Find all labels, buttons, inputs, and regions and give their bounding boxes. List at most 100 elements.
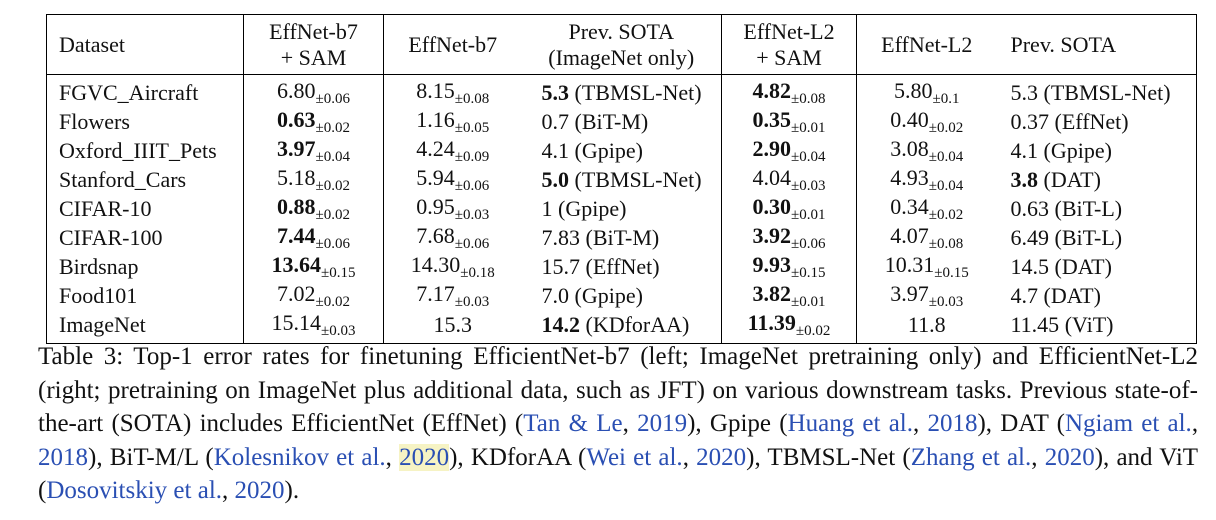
cell-effnet-l2: 4.93±0.04 <box>857 165 997 194</box>
header-text: + SAM <box>280 44 347 70</box>
cell-dataset: Food101 <box>46 281 244 310</box>
std-dev: ±0.01 <box>791 120 826 136</box>
cell-prev-sota-imagenet: 14.2 (KDforAA) <box>521 310 722 344</box>
table-body: FGVC_Aircraft 6.80±0.06 8.15±0.08 5.3 (TBMS… <box>46 74 1197 344</box>
cell-effnet-b7-sam: 0.88±0.02 <box>243 194 384 223</box>
error-value: 6.80 <box>277 78 316 103</box>
citation-link[interactable]: 2020 <box>696 443 747 471</box>
citation-link[interactable]: 2018 <box>38 443 88 471</box>
cell-prev-sota-imagenet: 4.1 (Gpipe) <box>521 136 722 165</box>
cell-effnet-b7: 4.24±0.09 <box>384 136 522 165</box>
cell-prev-sota: 0.37 (EffNet) <box>996 107 1197 136</box>
error-value: 7.0 <box>541 282 570 308</box>
table-row: Flowers 0.63±0.02 1.16±0.05 0.7 (BiT-M) 0.35… <box>46 107 1197 136</box>
sota-method: (DAT) <box>1049 253 1112 279</box>
citation-link[interactable]: 2020 <box>1044 443 1095 471</box>
sota-method: (EffNet) <box>580 253 660 279</box>
sota-method: (DAT) <box>1038 282 1101 308</box>
citation-link[interactable]: Tan & Le <box>523 410 623 437</box>
std-dev: ±0.02 <box>928 207 964 223</box>
cell-prev-sota: 6.49 (BiT-L) <box>996 223 1197 252</box>
caption-text: , <box>385 443 400 471</box>
error-value: 5.3 <box>541 79 570 105</box>
citation-link[interactable]: Wei et al. <box>586 443 683 471</box>
std-dev: ±0.1 <box>932 91 960 107</box>
error-value: 5.94 <box>416 165 455 190</box>
citation-link[interactable]: Kolesnikov et al. <box>213 443 386 471</box>
error-value: 3.97 <box>277 136 316 161</box>
citation-link[interactable]: 2020 <box>234 477 285 504</box>
error-value: 11.39 <box>747 310 796 335</box>
cell-effnet-l2-sam: 3.82±0.01 <box>721 281 857 310</box>
error-value: 13.64 <box>271 252 322 277</box>
cell-effnet-l2-sam: 9.93±0.15 <box>721 252 857 281</box>
std-dev: ±0.01 <box>791 207 826 223</box>
caption-text: ), TBMSL-Net ( <box>746 443 911 471</box>
error-value: 15.14 <box>271 310 322 335</box>
table-caption: Table 3: Top-1 error rates for finetunin… <box>38 340 1198 508</box>
citation-link[interactable]: 2020 <box>399 443 450 471</box>
caption-text: , <box>222 477 235 504</box>
header-prev-sota-imagenet: Prev. SOTA (ImageNet only) <box>521 14 722 75</box>
header-effnet-l2-sam: EffNet-L2 + SAM <box>721 14 857 75</box>
cell-prev-sota-imagenet: 7.83 (BiT-M) <box>521 223 722 252</box>
cell-dataset: Oxford_IIIT_Pets <box>46 136 244 165</box>
std-dev: ±0.03 <box>454 207 490 223</box>
table-row: FGVC_Aircraft 6.80±0.06 8.15±0.08 5.3 (TBMS… <box>46 74 1197 107</box>
error-value: 5.0 <box>541 166 570 192</box>
caption-text: ), DAT ( <box>977 410 1065 437</box>
citation-link[interactable]: 2019 <box>637 410 688 437</box>
error-value: 14.30 <box>410 252 461 277</box>
results-table-container: Dataset EffNet-b7 + SAM EffNet-b7 Prev. SOTA… <box>46 14 1197 344</box>
std-dev: ±0.02 <box>795 323 831 339</box>
error-value: 3.82 <box>752 281 792 306</box>
std-dev: ±0.03 <box>454 294 490 310</box>
cell-prev-sota-imagenet: 5.0 (TBMSL-Net) <box>521 165 722 194</box>
error-value: 3.8 <box>1010 166 1039 192</box>
error-value: 0.34 <box>890 194 929 219</box>
citation-link[interactable]: 2018 <box>927 410 978 437</box>
cell-effnet-l2-sam: 0.35±0.01 <box>721 107 857 136</box>
caption-text: ), BiT-M/L ( <box>88 443 214 471</box>
dataset-name: ImageNet <box>59 311 146 337</box>
cell-dataset: ImageNet <box>46 310 244 344</box>
sota-method: (BiT-L) <box>1049 224 1123 250</box>
std-dev: ±0.04 <box>928 149 964 165</box>
error-value: 11.45 <box>1010 311 1060 337</box>
error-value: 4.82 <box>752 78 792 103</box>
dataset-name: Oxford_IIIT_Pets <box>59 137 217 163</box>
cell-dataset: Flowers <box>46 107 244 136</box>
citation-link[interactable]: Huang et al. <box>787 410 913 437</box>
error-value: 0.35 <box>752 107 792 132</box>
citation-link[interactable]: Dosovitskiy et al. <box>46 477 223 504</box>
sota-method: (EffNet) <box>1049 108 1129 134</box>
cell-prev-sota: 0.63 (BiT-L) <box>996 194 1197 223</box>
sota-method: (TBMSL-Net) <box>569 166 702 192</box>
header-text: Dataset <box>59 31 125 57</box>
std-dev: ±0.05 <box>454 120 490 136</box>
header-text: EffNet-L2 <box>881 31 973 57</box>
error-value: 0.88 <box>277 194 316 219</box>
error-value: 3.08 <box>890 136 929 161</box>
caption-text: ), and ViT ( <box>38 443 1199 505</box>
std-dev: ±0.08 <box>791 91 826 107</box>
sota-method: (Gpipe) <box>569 282 643 308</box>
dataset-name: FGVC_Aircraft <box>59 79 199 105</box>
std-dev: ±0.06 <box>454 178 490 194</box>
std-dev: ±0.06 <box>315 236 350 252</box>
sota-method: (Gpipe) <box>1038 137 1112 163</box>
error-value: 7.44 <box>277 223 316 248</box>
caption-text: , <box>1031 443 1045 471</box>
cell-effnet-l2: 3.97±0.03 <box>857 281 997 310</box>
results-table: Dataset EffNet-b7 + SAM EffNet-b7 Prev. SOTA… <box>46 14 1197 344</box>
citation-link[interactable]: Ngiam et al. <box>1064 410 1192 437</box>
std-dev: ±0.03 <box>321 323 356 339</box>
citation-link[interactable]: Zhang et al. <box>910 443 1032 471</box>
sota-method: (TBMSL-Net) <box>1038 79 1171 105</box>
cell-effnet-b7-sam: 7.02±0.02 <box>243 281 384 310</box>
error-value: 9.93 <box>752 252 792 277</box>
caption-text: ), KDforAA ( <box>449 443 587 471</box>
table-row: CIFAR-10 0.88±0.02 0.95±0.03 1 (Gpipe) 0.30±… <box>46 194 1197 223</box>
dataset-name: CIFAR-10 <box>59 195 152 221</box>
cell-effnet-b7: 15.3 <box>383 310 522 344</box>
